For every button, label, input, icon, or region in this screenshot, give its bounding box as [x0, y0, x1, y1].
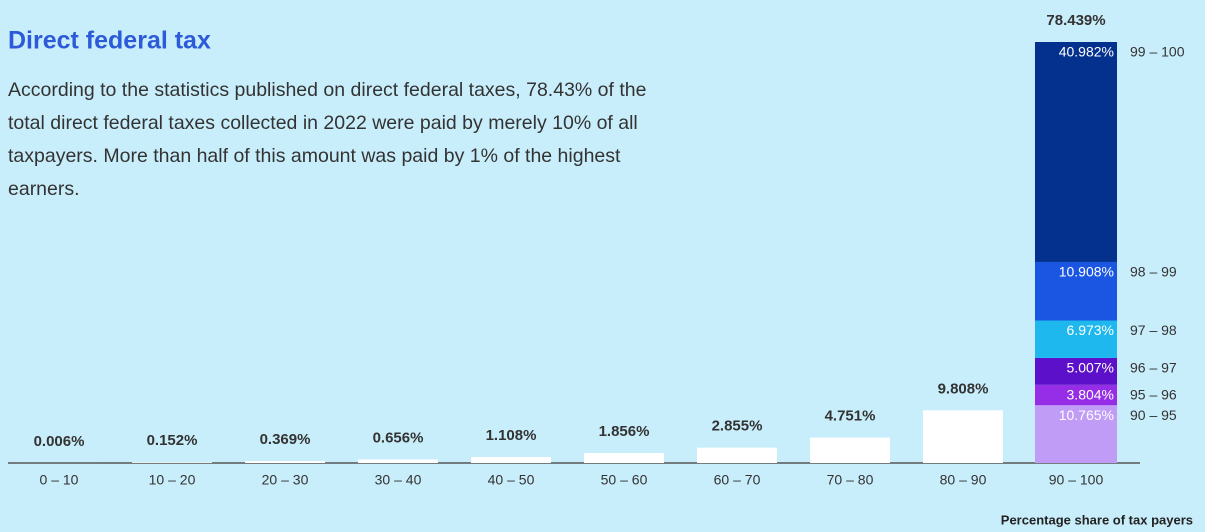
segment-label: 3.804% — [1067, 387, 1114, 403]
segment-label: 10.765% — [1059, 407, 1114, 423]
x-tick-label: 50 – 60 — [601, 472, 648, 488]
x-tick-label: 80 – 90 — [940, 472, 987, 488]
value-label: 0.152% — [147, 432, 198, 449]
bar — [584, 453, 664, 463]
value-label: 0.656% — [373, 429, 424, 446]
bar — [132, 462, 212, 463]
stack-segment — [1035, 405, 1117, 463]
x-axis-label: Percentage share of tax payers — [1001, 512, 1193, 527]
x-tick-label: 30 – 40 — [375, 472, 422, 488]
segment-label: 6.973% — [1067, 322, 1114, 338]
stack-segment — [1035, 384, 1117, 406]
bar — [923, 410, 1003, 463]
x-tick-label: 70 – 80 — [827, 472, 874, 488]
stack-segment — [1035, 261, 1117, 321]
segment-label: 10.908% — [1059, 264, 1114, 280]
x-tick-label: 10 – 20 — [149, 472, 196, 488]
bar — [810, 437, 890, 463]
value-label: 0.369% — [260, 431, 311, 448]
segment-label: 5.007% — [1067, 360, 1114, 376]
value-label: 9.808% — [938, 380, 989, 397]
subtitle: According to the statistics published on… — [8, 79, 647, 200]
x-tick-label: 60 – 70 — [714, 472, 761, 488]
segment-label: 40.982% — [1059, 44, 1114, 60]
x-tick-label: 0 – 10 — [40, 472, 79, 488]
stack-segment — [1035, 42, 1117, 262]
segment-name: 96 – 97 — [1130, 360, 1177, 376]
x-tick-label: 90 – 100 — [1049, 472, 1104, 488]
x-tick-label: 20 – 30 — [262, 472, 309, 488]
bar — [471, 457, 551, 463]
value-label: 4.751% — [825, 407, 876, 424]
value-label: 2.855% — [712, 418, 763, 435]
segment-name: 90 – 95 — [1130, 407, 1177, 423]
x-tick-label: 40 – 50 — [488, 472, 535, 488]
value-label: 1.108% — [486, 427, 537, 444]
segment-name: 98 – 99 — [1130, 264, 1177, 280]
value-label: 1.856% — [599, 423, 650, 440]
stack-segment — [1035, 357, 1117, 385]
chart-title: Direct federal tax — [8, 27, 211, 55]
segment-name: 99 – 100 — [1130, 44, 1185, 60]
stack-segment — [1035, 320, 1117, 358]
bar — [358, 459, 438, 463]
segment-name: 95 – 96 — [1130, 387, 1177, 403]
bar — [697, 447, 777, 463]
bar — [245, 461, 325, 463]
value-label: 78.439% — [1046, 12, 1105, 29]
segment-name: 97 – 98 — [1130, 322, 1177, 338]
value-label: 0.006% — [34, 433, 85, 450]
